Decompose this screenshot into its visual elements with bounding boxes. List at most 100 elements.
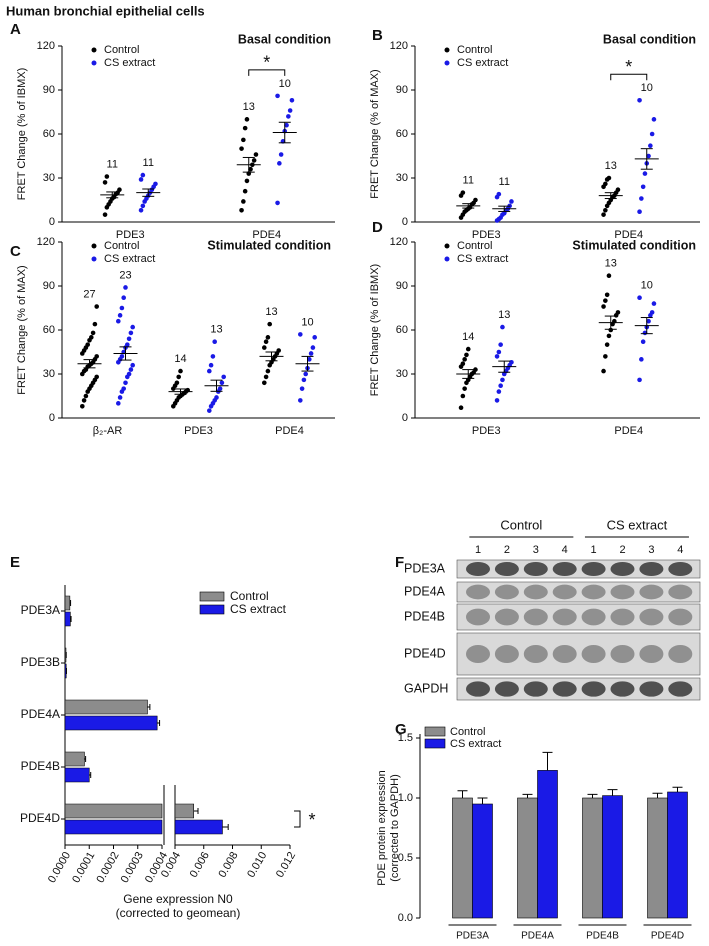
dot (207, 368, 212, 374)
y-tick-label: 30 (43, 368, 55, 380)
x-tick-label: PDE3 (472, 229, 501, 241)
bar (64, 611, 71, 627)
blot-band (552, 608, 577, 626)
dot (241, 137, 246, 143)
dot (462, 357, 467, 362)
dot (138, 207, 144, 213)
legend-label: CS extract (104, 57, 155, 69)
significance-label: * (625, 57, 632, 77)
dot (244, 178, 250, 184)
blot-band (466, 584, 490, 600)
dot (603, 181, 608, 187)
bar (64, 715, 158, 731)
blot-band (466, 681, 490, 697)
y-tick-label: PDE4A (21, 707, 60, 721)
legend-swatch (424, 726, 446, 737)
dot (509, 359, 514, 365)
n-label: 13 (210, 324, 222, 336)
error-bar (70, 616, 72, 622)
blot-band (494, 681, 519, 697)
dot (496, 191, 502, 197)
dot (263, 339, 269, 345)
y-axis-label: FRET Change (% of IBMX) (369, 264, 381, 396)
n-label: 10 (301, 316, 313, 328)
dot (102, 212, 108, 217)
n-label: 11 (107, 158, 118, 170)
bar (64, 819, 223, 835)
error-bar (587, 793, 598, 798)
x-axis-label: (corrected to geomean) (116, 906, 241, 920)
lane-number: 2 (504, 544, 510, 556)
x-tick-label: PDE3 (184, 425, 213, 437)
dot (248, 166, 253, 172)
dot (85, 342, 90, 347)
dot (275, 200, 280, 206)
legend-marker (91, 256, 97, 262)
y-tick-label: 30 (43, 172, 55, 184)
chart-title: Basal condition (238, 32, 331, 46)
panel-letter: A (10, 21, 21, 38)
dot (500, 377, 505, 383)
bar (64, 595, 71, 611)
bar (64, 647, 67, 663)
y-axis-label: PDE protein expression (376, 770, 388, 886)
dot (262, 345, 267, 350)
dot (94, 304, 99, 309)
dot (119, 305, 125, 311)
y-tick-label: 0 (49, 216, 55, 228)
y-tick-label: PDE4D (20, 811, 60, 825)
error-bar (607, 789, 618, 796)
legend-marker (91, 243, 97, 249)
dot (130, 362, 135, 368)
x-tick-label: 0.008 (216, 850, 240, 880)
dot (284, 122, 289, 128)
y-tick-label: 90 (43, 280, 55, 292)
error-bar (672, 786, 683, 792)
blot-strip (456, 581, 701, 603)
y-tick-label: 120 (390, 40, 408, 52)
blot-band (523, 681, 548, 697)
dot (639, 196, 644, 201)
legend-label: CS extract (104, 253, 155, 265)
lane-number: 2 (619, 544, 625, 556)
dot (615, 187, 621, 193)
dot (262, 380, 267, 386)
dot (637, 97, 642, 103)
dot (615, 310, 621, 315)
y-axis-label: FRET Change (% of IBMX) (16, 68, 28, 200)
blot-band (523, 645, 548, 663)
x-tick-label: PDE3A (456, 931, 489, 942)
panel-letter: C (10, 243, 21, 260)
error-bar (147, 704, 151, 710)
dot (308, 351, 314, 356)
dot (646, 318, 651, 324)
n-label: 11 (143, 157, 154, 169)
x-tick-label: PDE4D (651, 931, 684, 942)
x-tick-label: 0.0002 (94, 850, 121, 885)
dot (253, 152, 259, 157)
dot (138, 177, 144, 182)
dot (601, 212, 606, 217)
n-label: 13 (243, 101, 255, 113)
blot-row-label: PDE4B (404, 609, 445, 623)
error-bar (193, 808, 199, 814)
dot (265, 335, 271, 340)
blot-band (639, 584, 664, 600)
legend-marker (91, 47, 97, 53)
error-bar (457, 790, 468, 798)
dot (217, 386, 223, 391)
dot (637, 295, 642, 301)
dot (303, 371, 309, 377)
dot (277, 161, 282, 166)
legend-label: Control (230, 589, 269, 603)
x-tick-label: 0.012 (274, 850, 298, 880)
x-tick-label: 0.010 (245, 850, 269, 880)
error-bar (542, 751, 553, 771)
error-bar (522, 793, 533, 798)
blot-band (639, 608, 664, 626)
dot (473, 367, 478, 372)
blot-band (494, 608, 519, 626)
bar (517, 797, 538, 919)
legend-swatch (199, 604, 225, 615)
error-bar (157, 720, 161, 726)
